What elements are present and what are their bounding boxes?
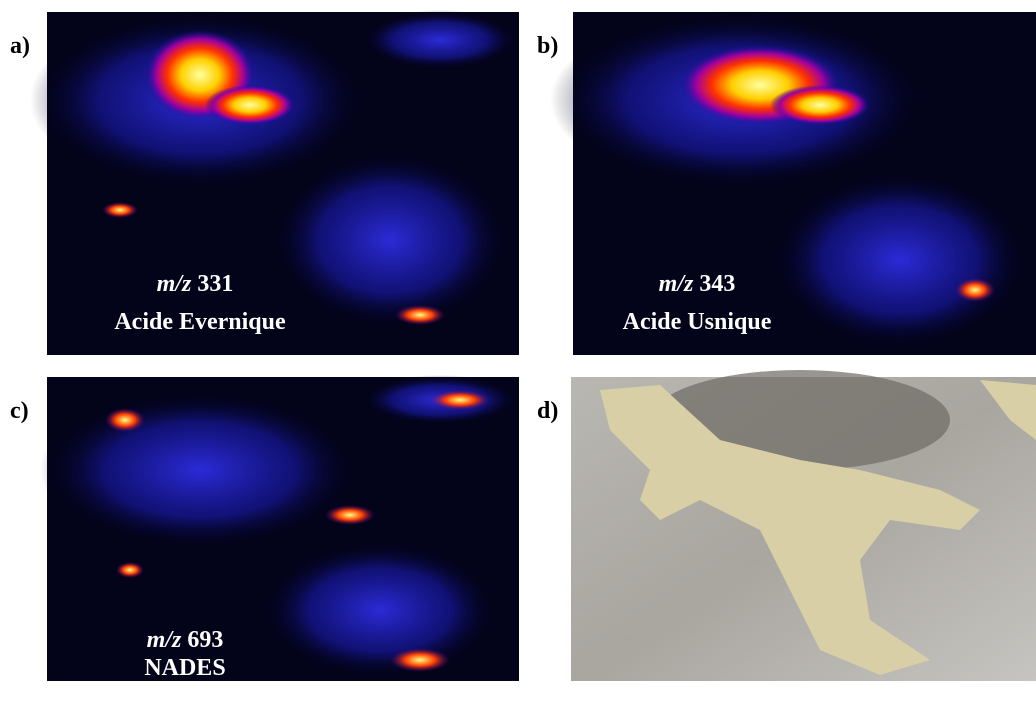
panel-label: b) <box>537 33 558 59</box>
compound-name: NADES <box>144 655 225 681</box>
mz-label: m/z <box>147 627 182 653</box>
compound-name: Acide Usnique <box>623 309 772 335</box>
mz-value: 331 <box>197 271 233 297</box>
mz-label: m/z <box>659 271 694 297</box>
panel-a-image <box>30 10 520 355</box>
mz-value: 343 <box>699 271 735 297</box>
panel-label: c) <box>10 398 29 424</box>
mz-caption: m/z 331 <box>157 271 234 297</box>
panel-d-image <box>571 370 1036 681</box>
mz-label: m/z <box>157 271 192 297</box>
compound-name: Acide Evernique <box>114 309 286 335</box>
mz-value: 693 <box>187 627 223 653</box>
mz-caption: m/z 693 <box>147 627 224 653</box>
panel-label: a) <box>10 33 30 59</box>
panel-label: d) <box>537 398 558 424</box>
panel-b-image <box>550 10 1036 355</box>
mz-caption: m/z 343 <box>659 271 736 297</box>
panel-c-image <box>40 375 520 681</box>
